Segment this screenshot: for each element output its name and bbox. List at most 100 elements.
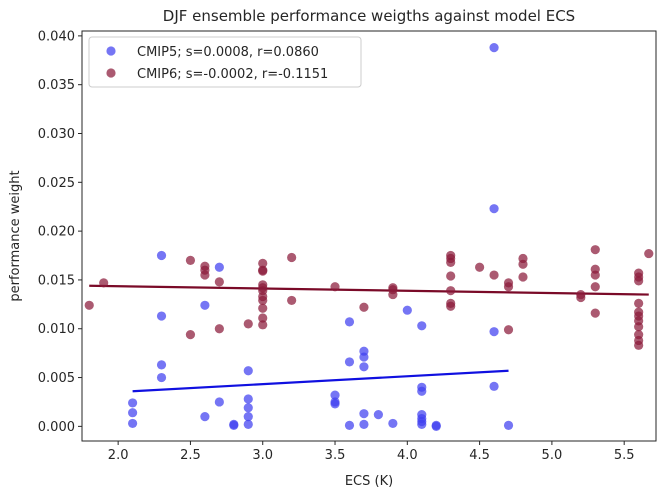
series-2-point — [590, 308, 600, 318]
y-axis-label: performance weight — [8, 170, 23, 301]
series-2-point — [287, 295, 297, 306]
series-1-point — [373, 410, 383, 420]
fit-lines — [89, 284, 649, 393]
series-1-point — [214, 262, 224, 272]
series-1-point — [417, 321, 427, 331]
series-1-point — [402, 305, 412, 315]
series-2-point — [634, 322, 644, 332]
x-tick-label: 4.5 — [469, 448, 490, 463]
y-tick-label: 0.025 — [38, 176, 75, 191]
x-tick-label: 3.0 — [252, 448, 273, 463]
legend: CMIP5; s=0.0008, r=0.0860 CMIP6; s=-0.000… — [88, 36, 362, 88]
series-2-point — [258, 258, 268, 268]
y-tick-label: 0.035 — [38, 78, 75, 93]
series-2-point — [590, 282, 600, 292]
series-2-point — [359, 302, 369, 312]
series-2-point — [258, 266, 268, 276]
x-axis-ticks: 2.0 2.5 3.0 3.5 4.0 4.5 5.0 5.5 — [108, 441, 635, 463]
series-1-point — [128, 398, 138, 408]
series-1-point — [489, 327, 499, 337]
x-tick-label: 3.5 — [325, 448, 346, 463]
series-2-point — [518, 259, 528, 269]
x-tick-label: 2.0 — [108, 448, 129, 463]
series-2-point — [330, 282, 340, 292]
series-2-point — [634, 276, 644, 286]
series-2-point — [644, 248, 654, 259]
x-tick-label: 5.5 — [614, 448, 635, 463]
series-2-point — [258, 313, 268, 323]
series-1-point — [243, 411, 253, 422]
x-tick-label: 4.0 — [397, 448, 418, 463]
series-2-point — [388, 289, 398, 300]
series-2-fit-line — [89, 284, 649, 296]
series-2-point — [84, 300, 94, 310]
series-2-point — [518, 272, 528, 282]
series-2-point — [185, 255, 196, 266]
legend-box — [88, 36, 362, 88]
series-1-point — [214, 397, 224, 407]
series-1-point — [503, 420, 514, 430]
series-2-point — [214, 324, 224, 334]
series-1-point — [359, 362, 369, 372]
legend-label: CMIP5; s=0.0008, r=0.0860 — [137, 45, 319, 60]
y-tick-label: 0.010 — [38, 322, 75, 337]
series-2-point — [258, 303, 268, 313]
series-2-point — [489, 270, 499, 280]
series-1-point — [359, 409, 369, 419]
series-1-point — [156, 360, 167, 370]
series-1-point — [417, 386, 427, 396]
series-1-point — [243, 366, 253, 376]
x-tick-label: 2.5 — [180, 448, 201, 463]
series-2-point — [258, 295, 268, 306]
series-1-point — [388, 418, 398, 429]
legend-marker — [106, 46, 116, 56]
series-1-point — [200, 411, 210, 422]
series-1-point — [489, 42, 499, 53]
y-tick-label: 0.015 — [38, 273, 75, 288]
series-1-point — [156, 250, 167, 261]
series-1-point — [128, 418, 138, 429]
series-2-point — [503, 282, 514, 292]
series-1-point — [344, 357, 355, 367]
series-2-point — [243, 319, 253, 329]
series-1-point — [243, 403, 253, 413]
legend-label: CMIP6; s=-0.0002, r=-0.1151 — [137, 67, 328, 82]
series-2-point — [446, 286, 456, 296]
series-2-point — [590, 270, 600, 280]
series-2-point — [185, 329, 196, 340]
series-2-point — [634, 298, 644, 308]
y-axis-ticks: 0.000 0.005 0.010 0.015 0.020 0.025 0.030 0.035… — [38, 29, 82, 435]
series-1-point — [359, 419, 369, 430]
series-2-point — [214, 277, 224, 287]
series-1-point — [156, 311, 167, 321]
series-1-point — [330, 399, 340, 409]
chart-title: DJF ensemble performance weigths against… — [163, 7, 575, 25]
y-tick-label: 0.020 — [38, 225, 75, 240]
series-2-point — [258, 320, 268, 330]
series-1-point — [156, 372, 167, 383]
series-2-point — [446, 301, 456, 311]
series-1-fit-line — [132, 369, 509, 393]
series-2-point — [634, 340, 644, 350]
x-tick-label: 5.0 — [542, 448, 563, 463]
series-1-point — [489, 204, 499, 214]
y-tick-label: 0.005 — [38, 371, 75, 386]
series-2-point — [590, 245, 600, 255]
series-1-point — [344, 317, 355, 327]
series-1-point — [417, 419, 427, 430]
series-2-point — [446, 271, 456, 281]
plot-frame — [81, 30, 657, 442]
series-2-point — [475, 262, 485, 272]
series-2-point — [503, 325, 514, 335]
series-2-point — [99, 278, 109, 288]
legend-marker — [106, 68, 116, 78]
series-1-point — [489, 381, 499, 391]
series-1-point — [344, 420, 355, 430]
y-tick-label: 0.040 — [38, 29, 75, 44]
series-2-point — [446, 257, 456, 267]
series-1-point — [243, 419, 253, 430]
series-2-point — [200, 270, 210, 280]
series-1-point — [359, 352, 369, 362]
data-points — [84, 42, 654, 431]
